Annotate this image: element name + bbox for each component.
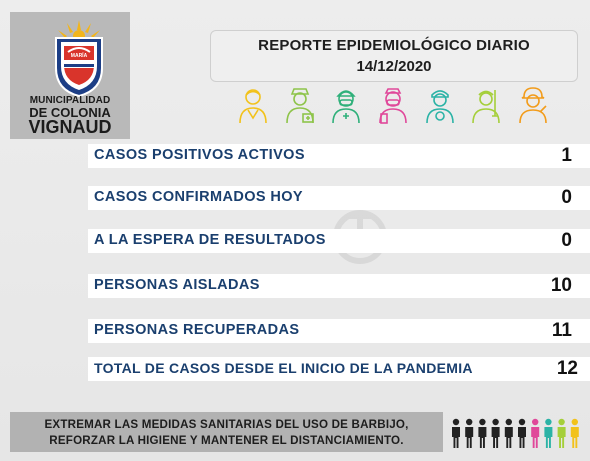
stat-label: CASOS POSITIVOS ACTIVOS xyxy=(94,147,305,163)
stat-label: PERSONAS RECUPERADAS xyxy=(94,322,300,338)
recommendation-banner: EXTREMAR LAS MEDIDAS SANITARIAS DEL USO … xyxy=(10,412,443,452)
person-figure-icon xyxy=(531,418,540,448)
stat-row-active-cases: CASOS POSITIVOS ACTIVOS 1 xyxy=(88,144,590,168)
stat-value: 1 xyxy=(561,145,572,166)
municipality-line-2: DE COLONIA xyxy=(29,105,111,120)
person-figure-icon xyxy=(478,418,487,448)
stat-label: PERSONAS AISLADAS xyxy=(94,277,260,293)
municipality-logo-block: MARÍA MUNICIPALIDAD DE COLONIA VIGNAUD xyxy=(10,12,130,139)
stat-value: 0 xyxy=(561,187,572,208)
stat-value: 0 xyxy=(561,230,572,251)
stat-value: 11 xyxy=(551,320,572,341)
people-row-icon xyxy=(452,418,579,448)
worker-nurse-mask-icon xyxy=(379,88,407,124)
report-title: REPORTE EPIDEMIOLÓGICO DIARIO xyxy=(258,37,530,54)
municipality-line-1: MUNICIPALIDAD xyxy=(29,95,111,106)
stat-row-recovered: PERSONAS RECUPERADAS 11 xyxy=(88,319,590,343)
worker-nurse-icon xyxy=(285,88,314,124)
person-figure-icon xyxy=(518,418,526,448)
report-date: 14/12/2020 xyxy=(356,58,432,75)
person-figure-icon xyxy=(491,418,500,448)
stat-row-total-cases: TOTAL DE CASOS DESDE EL INICIO DE LA PAN… xyxy=(88,357,590,381)
stat-row-isolated: PERSONAS AISLADAS 10 xyxy=(88,274,590,298)
municipal-coat-of-arms-icon: MARÍA xyxy=(55,20,103,98)
worker-firefighter-icon xyxy=(519,87,547,124)
stat-label: TOTAL DE CASOS DESDE EL INICIO DE LA PAN… xyxy=(94,360,473,376)
stat-value: 12 xyxy=(556,358,578,379)
recommendation-line-2: REFORZAR LA HIGIENE Y MANTENER EL DISTAN… xyxy=(49,434,404,447)
municipality-line-3: VIGNAUD xyxy=(28,117,112,137)
person-figure-icon xyxy=(504,418,513,448)
person-figure-icon xyxy=(544,418,553,448)
person-figure-icon xyxy=(570,418,579,448)
worker-paramedic-icon xyxy=(425,90,454,124)
seal-text: MARÍA xyxy=(71,51,88,59)
person-figure-icon xyxy=(465,418,474,448)
stat-label: A LA ESPERA DE RESULTADOS xyxy=(94,232,326,248)
worker-doctor-icon xyxy=(239,89,267,124)
stat-value: 10 xyxy=(550,275,572,296)
person-figure-icon xyxy=(452,418,460,448)
report-header: REPORTE EPIDEMIOLÓGICO DIARIO 14/12/2020 xyxy=(210,30,578,82)
recommendation-line-1: EXTREMAR LAS MEDIDAS SANITARIAS DEL USO … xyxy=(44,418,409,431)
worker-cleaner-icon xyxy=(472,90,501,124)
worker-medic-mask-icon xyxy=(332,90,361,124)
stat-label: CASOS CONFIRMADOS HOY xyxy=(94,189,303,205)
person-figure-icon xyxy=(557,418,566,448)
stat-row-confirmed-today: CASOS CONFIRMADOS HOY 0 xyxy=(88,186,590,210)
health-workers-row xyxy=(236,86,550,126)
stat-row-awaiting-results: A LA ESPERA DE RESULTADOS 0 xyxy=(88,229,590,253)
